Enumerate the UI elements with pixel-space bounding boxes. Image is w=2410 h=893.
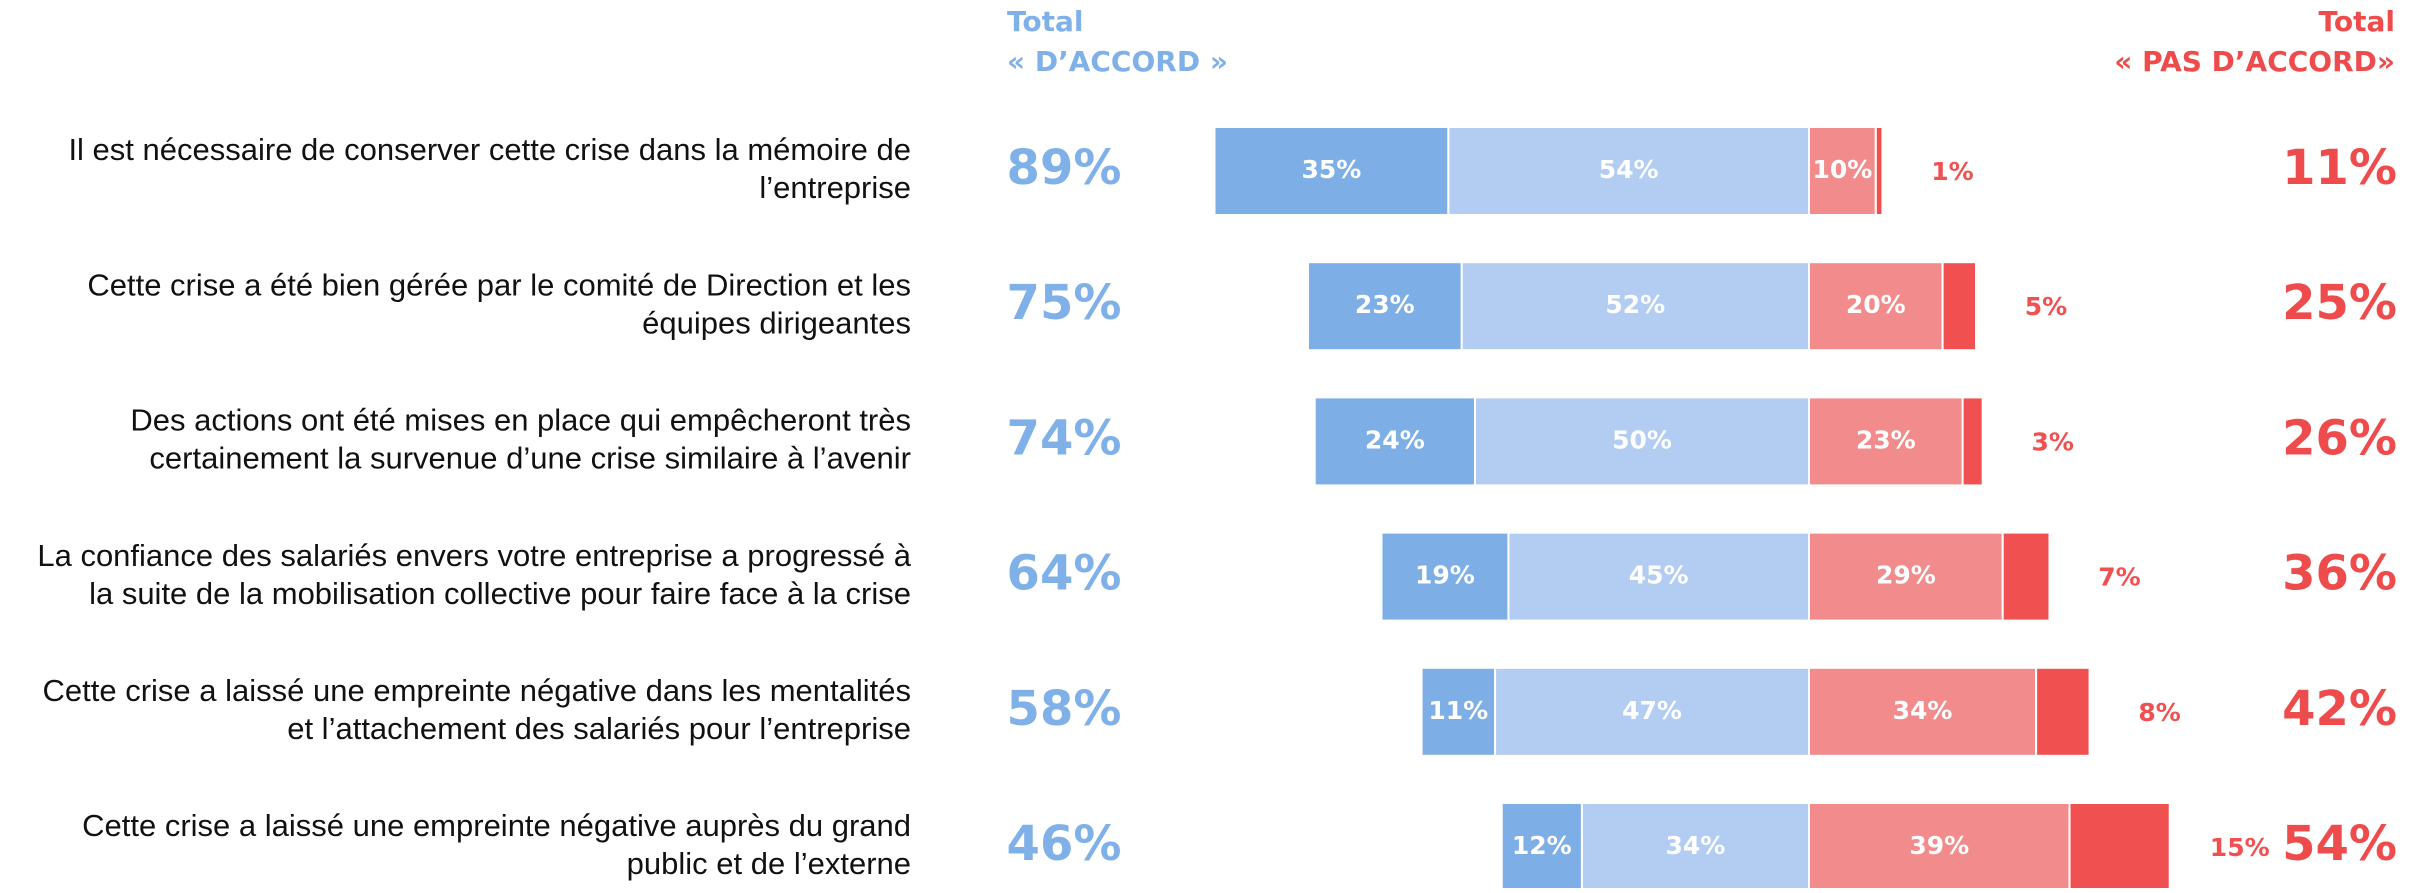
value-label: 1% xyxy=(1931,157,1973,186)
value-label: 10% xyxy=(1812,155,1872,184)
value-label: 29% xyxy=(1876,561,1936,590)
category-label: et l’attachement des salariés pour l’ent… xyxy=(287,711,911,746)
disagree-total: 11% xyxy=(2282,140,2397,196)
value-label: 23% xyxy=(1355,290,1415,319)
category-label: Cette crise a été bien gérée par le comi… xyxy=(87,267,911,302)
bar-segment xyxy=(1808,261,1944,352)
value-label: 11% xyxy=(1428,696,1488,725)
value-label: 50% xyxy=(1612,425,1672,454)
bar-segment xyxy=(1941,261,1977,352)
agree-total: 74% xyxy=(1007,410,1122,466)
value-label: 23% xyxy=(1856,425,1916,454)
bar-segment xyxy=(1307,261,1463,352)
bar-segment xyxy=(1500,802,1583,892)
disagree-total: 36% xyxy=(2282,546,2397,602)
bar-segment xyxy=(1213,126,1450,216)
value-label: 35% xyxy=(1301,155,1361,184)
bar-segment xyxy=(2035,666,2091,757)
value-label: 45% xyxy=(1629,561,1689,590)
category-label: équipes dirigeantes xyxy=(642,305,911,340)
disagree-total: 25% xyxy=(2282,275,2397,331)
value-label: 7% xyxy=(2098,563,2140,592)
value-label: 54% xyxy=(1599,155,1659,184)
agree-total: 46% xyxy=(1007,816,1122,872)
agree-header: Total xyxy=(1007,5,1084,38)
bar-segment xyxy=(1447,126,1811,216)
agree-total: 75% xyxy=(1007,275,1122,331)
category-label: La confiance des salariés envers votre e… xyxy=(37,538,911,573)
value-label: 34% xyxy=(1666,831,1726,860)
value-label: 39% xyxy=(1909,831,1969,860)
bar-segment xyxy=(1460,261,1810,352)
bar-segment xyxy=(1380,531,1510,622)
bar-segment xyxy=(1874,126,1884,216)
value-label: 12% xyxy=(1512,831,1572,860)
category-label: la suite de la mobilisation collective p… xyxy=(89,576,911,611)
disagree-header: « PAS D’ACCORD» xyxy=(2114,45,2395,78)
agree-header: « D’ACCORD » xyxy=(1007,45,1228,78)
value-label: 24% xyxy=(1365,425,1425,454)
agree-total: 58% xyxy=(1007,681,1122,737)
value-label: 15% xyxy=(2210,833,2270,862)
disagree-total: 26% xyxy=(2282,410,2397,466)
category-label: certainement la survenue d’une crise sim… xyxy=(149,441,911,476)
bar-segment xyxy=(1808,126,1877,216)
bar-segment xyxy=(2001,531,2051,622)
category-label: Il est nécessaire de conserver cette cri… xyxy=(68,132,911,167)
category-label: public et de l’externe xyxy=(627,846,911,881)
value-label: 34% xyxy=(1893,696,1953,725)
value-label: 19% xyxy=(1415,561,1475,590)
category-label: Cette crise a laissé une empreinte négat… xyxy=(82,808,911,843)
value-label: 52% xyxy=(1605,290,1665,319)
bar-segment xyxy=(1313,396,1477,487)
disagree-total: 54% xyxy=(2282,816,2397,872)
category-label: Des actions ont été mises en place qui e… xyxy=(130,403,911,438)
disagree-total: 42% xyxy=(2282,681,2397,737)
bar-segment xyxy=(1808,531,2004,622)
category-label: l’entreprise xyxy=(759,170,911,205)
bar-segment xyxy=(1808,396,1964,487)
bar-segment xyxy=(1507,531,1811,622)
bar-segment xyxy=(2068,802,2171,892)
value-label: 3% xyxy=(2031,427,2073,456)
category-label: Cette crise a laissé une empreinte négat… xyxy=(43,673,911,708)
bar-segment xyxy=(1808,802,2071,892)
agree-total: 64% xyxy=(1007,546,1122,602)
bar-segment xyxy=(1474,396,1810,487)
value-label: 20% xyxy=(1846,290,1906,319)
disagree-header: Total xyxy=(2319,5,2396,38)
bar-segment xyxy=(1961,396,1984,487)
bar-segment xyxy=(1420,666,1497,757)
agree-total: 89% xyxy=(1007,140,1122,196)
value-label: 8% xyxy=(2138,698,2180,727)
value-label: 5% xyxy=(2025,292,2067,321)
bar-segment xyxy=(1494,666,1811,757)
value-label: 47% xyxy=(1622,696,1682,725)
